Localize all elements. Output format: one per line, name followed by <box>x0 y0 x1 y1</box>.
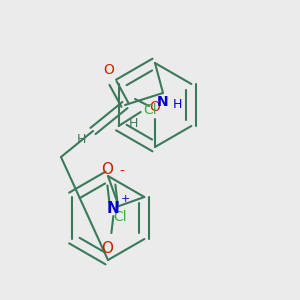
Text: O: O <box>103 63 114 77</box>
Text: Cl: Cl <box>113 210 127 224</box>
Text: -: - <box>119 165 124 179</box>
Text: N: N <box>107 202 120 217</box>
Text: Cl: Cl <box>144 103 157 117</box>
Text: O: O <box>150 100 160 114</box>
Text: H: H <box>128 117 138 130</box>
Text: +: + <box>121 194 130 204</box>
Text: O: O <box>101 241 113 256</box>
Text: H: H <box>172 98 182 111</box>
Text: N: N <box>157 95 169 109</box>
Text: H: H <box>76 133 86 146</box>
Text: O: O <box>101 162 113 177</box>
